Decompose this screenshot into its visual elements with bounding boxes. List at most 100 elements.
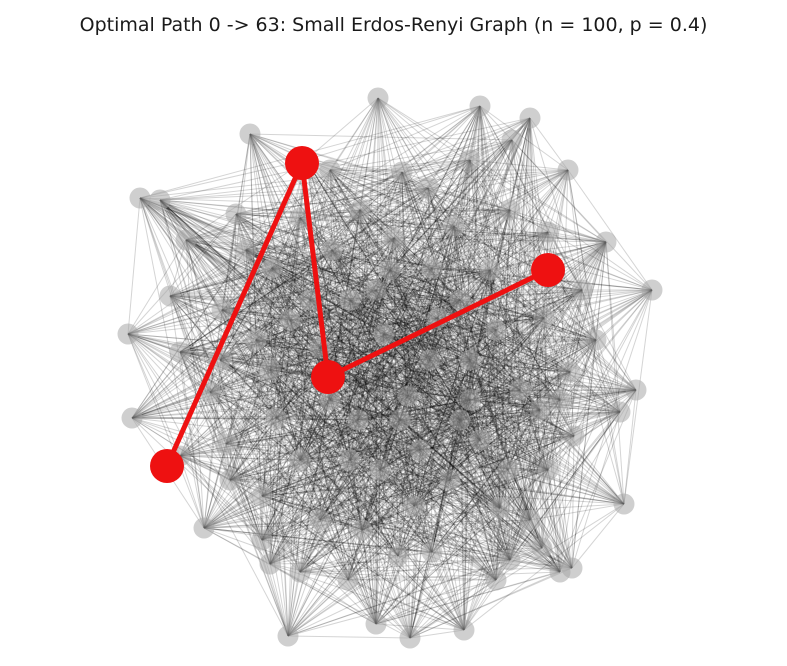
path-edge (299, 160, 331, 380)
graph-edge (169, 295, 377, 625)
graph-edge (429, 359, 561, 401)
graph-edge (559, 169, 569, 401)
graph-edge (209, 391, 411, 639)
path-node (285, 146, 319, 180)
graph-edge (429, 359, 501, 509)
graph-edge (261, 389, 637, 497)
graph-edge (511, 139, 583, 291)
graph-edge (329, 169, 431, 361)
graph-node (175, 229, 197, 251)
graph-edge (261, 439, 481, 541)
graph-edge (449, 479, 497, 581)
graph-edge (409, 519, 531, 639)
graph-node (309, 509, 331, 531)
graph-edge (221, 269, 491, 311)
graph-edge (511, 139, 607, 243)
graph-edge (185, 239, 481, 441)
graph-node (497, 459, 519, 481)
graph-edge (393, 237, 465, 631)
graph-edge (413, 435, 575, 507)
graph-edge (347, 479, 451, 581)
graph-edge (269, 395, 409, 565)
graph-edge (245, 249, 549, 471)
graph-edge (469, 159, 607, 243)
graph-node (559, 361, 581, 383)
graph-edge (209, 289, 653, 393)
graph-edge (347, 333, 385, 581)
graph-edge (463, 469, 549, 631)
graph-edge (329, 169, 561, 573)
graph-edge (221, 269, 391, 311)
graph-edge (349, 299, 377, 625)
graph-edge (131, 159, 307, 419)
graph-edge (361, 231, 549, 531)
graph-edge (375, 469, 381, 625)
graph-edge (319, 231, 549, 349)
graph-edge (559, 289, 653, 573)
graph-edge (203, 289, 653, 529)
graph-edge (131, 237, 395, 419)
graph-edge (437, 317, 481, 441)
graph-edge (399, 419, 481, 441)
graph-edge (571, 241, 607, 569)
graph-edge (547, 339, 597, 471)
graph-node (595, 231, 617, 253)
graph-edge (255, 97, 379, 341)
graph-edge (377, 97, 455, 227)
graph-edge (349, 449, 421, 461)
graph-edge (431, 209, 511, 269)
graph-edge (529, 117, 583, 291)
graph-edge (479, 105, 509, 471)
graph-edge (409, 409, 541, 639)
graph-edge (245, 249, 351, 301)
graph-edge (229, 479, 363, 531)
graph-edge (139, 197, 575, 437)
graph-edge (299, 171, 403, 219)
graph-edge (379, 435, 575, 471)
graph-node (337, 569, 359, 591)
graph-edge (179, 455, 205, 529)
graph-edge (261, 539, 399, 557)
graph-edge (127, 269, 391, 335)
graph-edge (255, 339, 271, 565)
graph-edge (269, 369, 363, 531)
graph-edge (299, 449, 421, 573)
graph-edge (289, 319, 399, 557)
graph-edge (359, 169, 569, 211)
graph-node (319, 159, 341, 181)
graph-edge (329, 399, 421, 451)
graph-edge (209, 391, 549, 471)
graph-edge (449, 371, 571, 481)
graph-edge (261, 399, 331, 497)
graph-edge (159, 199, 433, 269)
graph-edge (269, 369, 399, 557)
graph-edge (269, 459, 351, 565)
graph-edge (305, 159, 431, 361)
graph-edge (131, 417, 263, 541)
graph-edge (221, 309, 497, 331)
graph-edge (361, 469, 549, 531)
graph-edge (127, 197, 141, 335)
graph-node (419, 349, 441, 371)
graph-edge (413, 317, 545, 507)
graph-edge (469, 159, 573, 569)
graph-edge (331, 249, 501, 509)
graph-edge (479, 105, 491, 271)
graph-edge (375, 567, 573, 625)
graph-node (613, 493, 635, 515)
graph-edge (543, 317, 561, 573)
graph-node (537, 459, 559, 481)
graph-edge (255, 339, 471, 401)
graph-edge (359, 209, 451, 481)
graph-edge (127, 209, 361, 335)
graph-edge (375, 579, 497, 625)
graph-edge (413, 359, 431, 507)
graph-edge (319, 409, 541, 521)
graph-edge (329, 329, 497, 401)
graph-edge (219, 359, 349, 581)
graph-edge (567, 169, 597, 341)
graph-edge (375, 289, 621, 413)
graph-edge (225, 209, 511, 445)
graph-edge (507, 399, 561, 471)
graph-edge (299, 419, 359, 461)
